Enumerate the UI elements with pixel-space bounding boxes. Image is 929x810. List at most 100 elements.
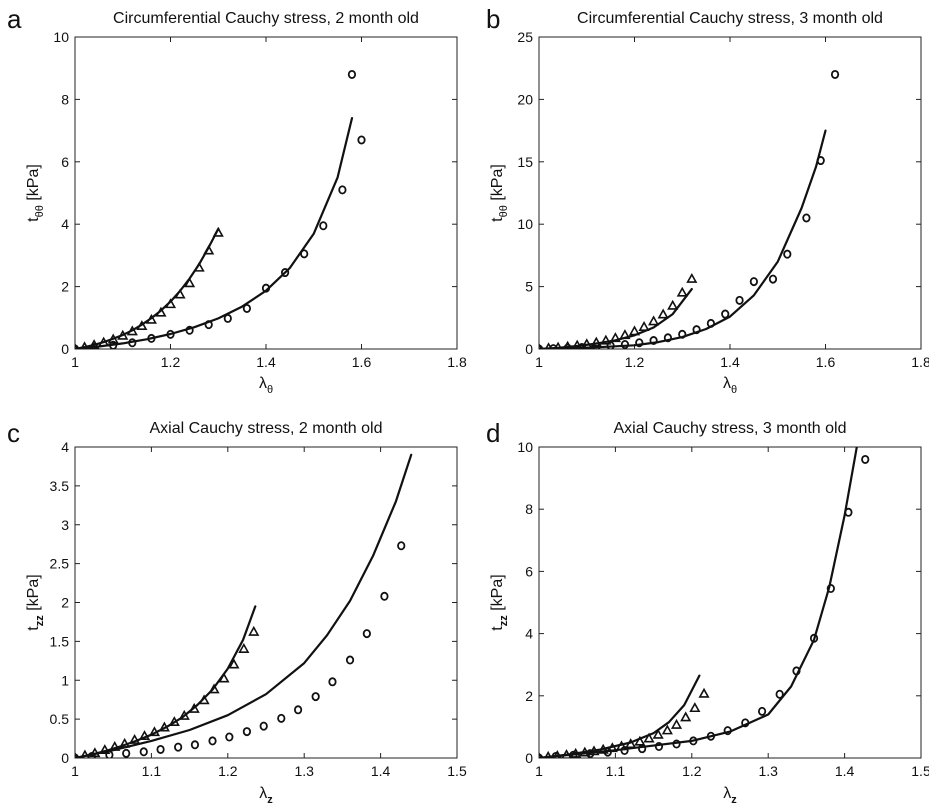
triangle-data-point xyxy=(698,687,710,698)
y-axis-label-symbol: t xyxy=(25,217,42,222)
panel-letter: a xyxy=(7,4,22,34)
circle-data-point xyxy=(802,213,811,223)
triangle-data-point xyxy=(638,321,650,331)
y-axis-label-unit: [kPa] xyxy=(25,574,42,615)
y-axis-label-subscript: θθ xyxy=(34,205,46,217)
x-tick-label: 1 xyxy=(71,763,79,779)
circle-data-point xyxy=(280,268,290,278)
y-tick-label: 8 xyxy=(61,91,69,107)
triangle-data-point xyxy=(590,336,602,347)
circle-data-point xyxy=(156,744,165,754)
plot-area-frame xyxy=(74,446,458,759)
y-axis-label: tθθ [kPa] xyxy=(25,164,46,222)
model-fit-line xyxy=(539,288,693,349)
circle-data-point xyxy=(397,541,406,551)
x-tick-label: 1.2 xyxy=(161,354,181,370)
triangle-data-point xyxy=(648,315,660,326)
y-tick-label: 10 xyxy=(517,216,533,232)
triangle-data-point xyxy=(689,702,701,713)
circle-data-point xyxy=(242,727,251,737)
circle-data-point xyxy=(362,629,371,639)
data-layer xyxy=(75,69,366,349)
x-axis-label-symbol: λ xyxy=(259,785,267,802)
x-tick-label: 1.4 xyxy=(371,763,391,779)
circle-data-point xyxy=(749,277,758,287)
circle-data-point xyxy=(338,185,347,195)
circle-data-point xyxy=(620,340,630,349)
x-axis-label-subscript: θ xyxy=(267,384,273,396)
chart-panel-d: d Axial Cauchy stress, 3 month old 1 1.1 1.2… xyxy=(486,418,929,806)
triangle-data-point xyxy=(680,711,692,722)
y-tick-label: 6 xyxy=(61,154,69,170)
y-axis-label-symbol: t xyxy=(489,626,506,631)
circle-data-point xyxy=(293,705,303,715)
triangle-data-point xyxy=(667,299,679,310)
x-axis-label-symbol: λ xyxy=(723,375,731,392)
circle-data-point xyxy=(122,748,131,758)
y-tick-label: 0 xyxy=(61,341,69,357)
circle-data-point xyxy=(638,744,647,754)
circle-data-point xyxy=(649,336,658,346)
y-tick-label: 0 xyxy=(525,750,533,766)
circle-data-point xyxy=(174,742,183,752)
y-axis-label: tzz [kPa] xyxy=(489,574,510,630)
y-tick-label: 1 xyxy=(61,672,69,688)
y-axis-label-subscript: zz xyxy=(34,615,46,627)
circle-data-point xyxy=(347,69,357,79)
y-tick-label: 5 xyxy=(525,279,533,295)
y-tick-label: 4 xyxy=(61,216,69,232)
y-axis-label: tθθ [kPa] xyxy=(489,164,510,222)
triangle-data-point xyxy=(634,735,646,746)
y-axis-label-unit: [kPa] xyxy=(489,574,506,615)
model-fit-line xyxy=(539,129,827,349)
x-axis-label-subscript: z xyxy=(267,794,273,806)
data-layer xyxy=(75,453,413,758)
x-axis-label-symbol: λ xyxy=(259,375,267,392)
y-axis-label-symbol: t xyxy=(25,626,42,631)
chart-panel-a: a Circumferential Cauchy stress, 2 month … xyxy=(7,4,467,396)
triangle-data-point xyxy=(643,732,655,743)
x-tick-label: 1.3 xyxy=(294,763,314,779)
circle-data-point xyxy=(380,591,389,601)
plot-area-frame xyxy=(538,36,922,350)
circle-data-point xyxy=(635,338,644,348)
circle-data-point xyxy=(357,135,366,145)
y-tick-label: 0.5 xyxy=(50,711,70,727)
triangle-data-point xyxy=(248,625,260,636)
x-tick-label: 1.1 xyxy=(606,763,626,779)
y-tick-label: 3 xyxy=(61,517,69,533)
y-tick-label: 20 xyxy=(517,91,533,107)
y-tick-label: 6 xyxy=(525,563,533,579)
circle-data-point xyxy=(87,751,96,758)
circle-data-point xyxy=(319,221,328,231)
x-tick-label: 1.6 xyxy=(816,354,836,370)
model-fit-line xyxy=(75,453,413,758)
circle-data-point xyxy=(721,309,730,319)
x-tick-label: 1.2 xyxy=(682,763,702,779)
x-tick-label: 1.2 xyxy=(625,354,645,370)
circle-data-point xyxy=(75,753,80,758)
x-axis-label: λθ xyxy=(723,375,737,396)
y-tick-label: 15 xyxy=(517,154,533,170)
y-tick-label: 0 xyxy=(61,750,69,766)
circle-data-point xyxy=(277,713,286,723)
y-axis-label-subscript: zz xyxy=(498,615,510,627)
data-layer xyxy=(539,447,870,758)
y-tick-label: 25 xyxy=(517,29,533,45)
y-axis-label-subscript: θθ xyxy=(498,205,510,217)
circle-data-point xyxy=(830,69,840,79)
circle-data-point xyxy=(783,249,792,259)
panel-letter: b xyxy=(486,4,500,34)
triangle-data-point xyxy=(676,286,688,297)
x-tick-label: 1.5 xyxy=(911,763,929,779)
y-axis-label-symbol: t xyxy=(489,217,506,222)
chart-title: Axial Cauchy stress, 3 month old xyxy=(614,420,847,437)
y-tick-label: 3.5 xyxy=(50,478,70,494)
chart-title: Axial Cauchy stress, 2 month old xyxy=(150,420,383,437)
circle-data-point xyxy=(311,692,320,702)
circle-data-point xyxy=(757,706,767,716)
y-axis-label-unit: [kPa] xyxy=(489,164,506,205)
x-tick-label: 1.8 xyxy=(911,354,929,370)
y-tick-label: 1.5 xyxy=(50,633,70,649)
